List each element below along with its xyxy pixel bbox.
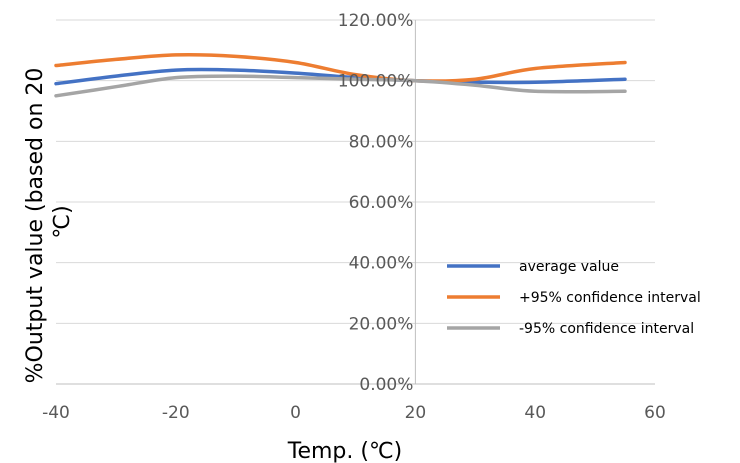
legend-label: -95% confidence interval	[519, 321, 694, 337]
y-tick-label: 20.00%	[349, 314, 414, 334]
x-tick-labels: -40 -20 0 20 40 60	[42, 403, 666, 423]
x-tick-label: -40	[42, 403, 70, 423]
x-tick-label: 60	[644, 403, 666, 423]
series-line-1	[54, 67, 627, 86]
legend-label: +95% confidence interval	[519, 290, 701, 306]
x-tick-label: -20	[162, 403, 190, 423]
y-tick-label: 100.00%	[338, 72, 414, 92]
x-axis-title: Temp. (℃)	[287, 439, 403, 463]
x-tick-label: 40	[524, 403, 546, 423]
legend-item: average value	[447, 259, 619, 275]
y-tick-labels: 0.00% 20.00% 40.00% 60.00% 80.00% 100.00% 120.…	[338, 11, 414, 395]
x-tick-label: 20	[405, 403, 427, 423]
y-axis-title-line-1: %Output value (based on 20	[23, 68, 48, 384]
y-tick-label: 80.00%	[349, 132, 414, 152]
y-tick-label: 0.00%	[359, 375, 413, 395]
x-tick-label: 0	[290, 403, 301, 423]
legend: average value +95% confidence interval -95…	[447, 259, 701, 337]
legend-item: -95% confidence interval	[447, 321, 694, 337]
series-line-3	[54, 74, 627, 98]
y-tick-label: 60.00%	[349, 193, 414, 213]
legend-item: +95% confidence interval	[447, 290, 701, 306]
y-axis-title: %Output value (based on 20 ℃)	[23, 61, 75, 384]
series-line-2	[54, 52, 627, 83]
y-axis-title-line-2: ℃)	[50, 205, 75, 238]
y-tick-label: 120.00%	[338, 11, 414, 31]
y-tick-label: 40.00%	[349, 254, 414, 274]
series-lines	[54, 52, 627, 98]
legend-label: average value	[519, 259, 619, 275]
